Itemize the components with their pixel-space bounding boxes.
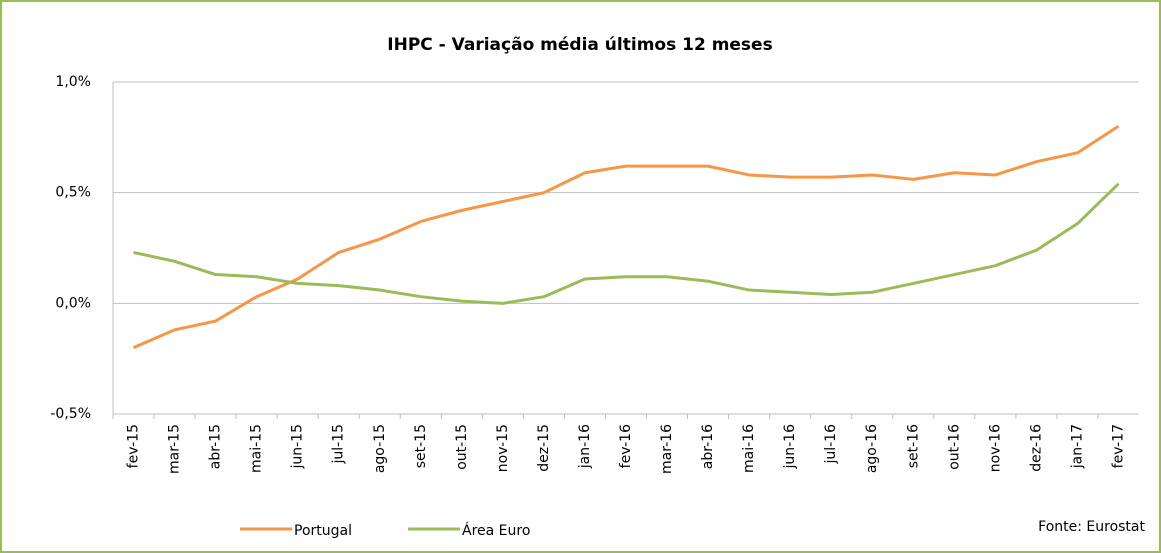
y-tick-label: 1,0%: [55, 74, 91, 90]
x-tick-label: mai-15: [249, 424, 265, 473]
x-tick-label: set-16: [905, 424, 921, 468]
x-tick-label: nov-16: [987, 424, 1003, 472]
x-tick-label: out-15: [454, 424, 470, 470]
x-tick-label: jun-16: [782, 424, 798, 470]
y-tick-label: -0,5%: [50, 406, 91, 422]
x-tick-label: fev-17: [1110, 424, 1126, 468]
x-tick-label: abr-16: [700, 424, 716, 469]
x-tick-label: dez-15: [536, 424, 552, 472]
x-tick-label: ago-16: [864, 424, 880, 473]
series-line: [133, 182, 1120, 305]
series-line: [132, 125, 1120, 349]
x-tick-label: jan-16: [577, 424, 593, 469]
x-tick-label: mai-16: [741, 424, 757, 473]
x-tick-label: fev-16: [618, 424, 634, 468]
x-tick-label: nov-15: [495, 424, 511, 472]
x-tick-label: ago-15: [372, 424, 388, 473]
legend-label: Área Euro: [462, 522, 530, 539]
x-tick-label: out-16: [946, 424, 962, 470]
x-tick-label: set-15: [413, 424, 429, 468]
x-tick-label: jul-15: [331, 424, 347, 465]
x-tick-label: dez-16: [1028, 424, 1044, 472]
x-tick-label: jan-17: [1069, 424, 1085, 469]
x-tick-label: mar-16: [659, 424, 675, 474]
x-tick-label: jul-16: [823, 424, 839, 465]
x-tick-label: mar-15: [167, 424, 183, 474]
chart-title: IHPC - Variação média últimos 12 meses: [387, 35, 772, 55]
x-tick-label: abr-15: [208, 424, 224, 469]
legend-label: Portugal: [294, 523, 352, 539]
x-tick-label: fev-15: [126, 424, 142, 468]
source-note: Fonte: Eurostat: [1038, 519, 1145, 535]
y-tick-label: 0,0%: [55, 295, 91, 311]
x-tick-label: jun-15: [290, 424, 306, 470]
y-tick-label: 0,5%: [55, 185, 91, 201]
